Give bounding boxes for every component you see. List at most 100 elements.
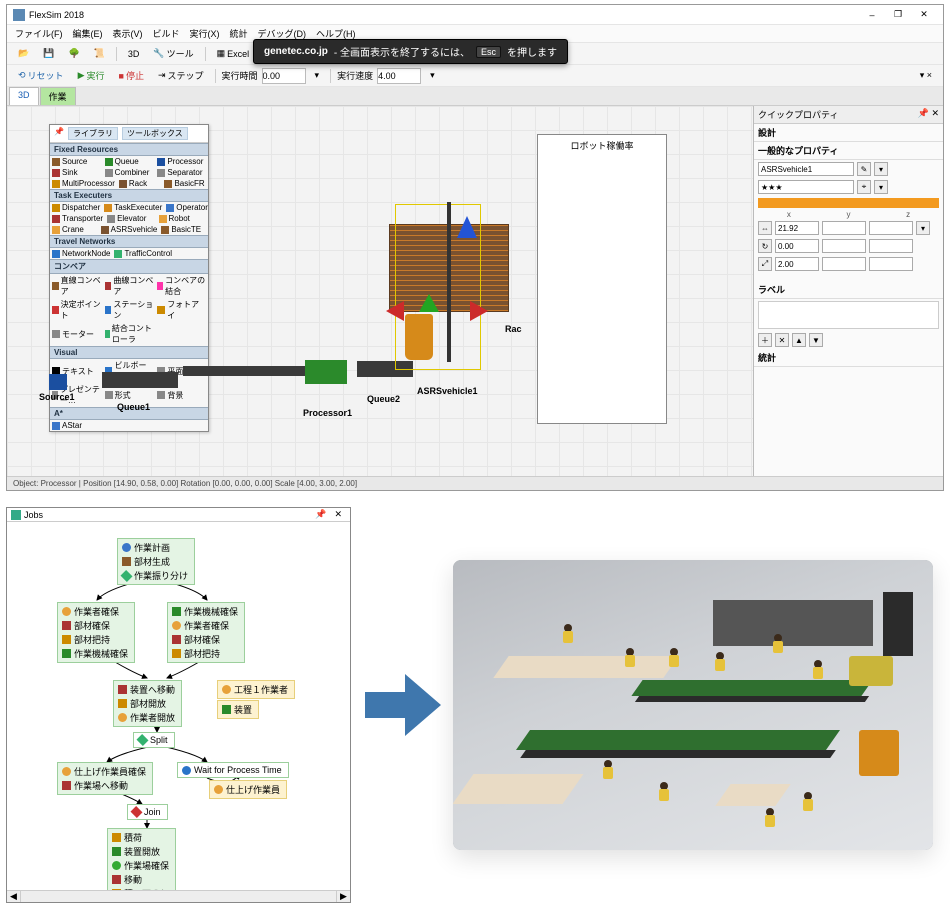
toolbox-item[interactable]: BasicTE — [159, 224, 208, 235]
node-worker-branch[interactable]: 作業者確保 部材確保 部材把持 作業機械確保 — [57, 602, 135, 663]
node-operator1[interactable]: 工程１作業者 — [217, 680, 295, 699]
conveyor1-object[interactable] — [183, 366, 313, 376]
source1-object[interactable] — [49, 374, 67, 390]
toolbox-item[interactable]: TaskExecuter — [102, 202, 164, 213]
rot-x-input[interactable] — [775, 239, 819, 253]
pos-y-input[interactable] — [822, 221, 866, 235]
props-labels-list[interactable] — [758, 301, 939, 329]
node-finish-worker[interactable]: 仕上げ作業員 — [209, 780, 287, 799]
pos-z-input[interactable] — [869, 221, 913, 235]
labels-add-icon[interactable]: ＋ — [758, 333, 772, 347]
toolbox-pin-icon[interactable]: 📌 — [54, 127, 64, 140]
labels-up-icon[interactable]: ▲ — [792, 333, 806, 347]
toolbox-section-header[interactable]: Visual — [50, 346, 208, 359]
minimize-button[interactable]: – — [859, 6, 885, 24]
menu-view[interactable]: 表示(V) — [113, 27, 143, 40]
labels-down-icon[interactable]: ▼ — [809, 333, 823, 347]
step-button[interactable]: ⇥ ステップ — [153, 67, 209, 84]
props-pin-icon[interactable]: ▾ × — [915, 68, 937, 83]
menu-edit[interactable]: 編集(E) — [73, 27, 103, 40]
script-icon[interactable]: 📜 — [89, 46, 110, 61]
scale-y-input[interactable] — [822, 257, 866, 271]
toolbox-item[interactable]: Processor — [155, 156, 208, 167]
menu-file[interactable]: ファイル(F) — [15, 27, 63, 40]
node-split[interactable]: Split — [133, 732, 175, 748]
reset-button[interactable]: ⟲ リセット — [13, 67, 69, 84]
toolbox-item[interactable]: Dispatcher — [50, 202, 102, 213]
props-pin-icon[interactable]: 📌 — [918, 108, 929, 118]
pos-more-icon[interactable]: ▾ — [916, 221, 930, 235]
props-close-icon[interactable]: ✕ — [931, 108, 939, 118]
toolbox-item[interactable]: MultiProcessor — [50, 178, 117, 189]
queue1-object[interactable] — [102, 372, 178, 388]
jobs-close-icon[interactable]: ✕ — [330, 509, 346, 520]
toolbox-item[interactable]: Combiner — [103, 167, 156, 178]
props-edit-icon[interactable]: ✎ — [857, 162, 871, 176]
speed-caret-icon[interactable]: ▾ — [425, 68, 440, 83]
node-plan[interactable]: 作業計画 部材生成 作業振り分け — [117, 538, 195, 585]
processor1-object[interactable] — [305, 360, 347, 384]
scroll-right-icon[interactable]: ▶ — [336, 891, 350, 902]
toolbox-item[interactable]: Queue — [103, 156, 156, 167]
view-3d-button[interactable]: 3D — [123, 47, 145, 61]
speed-input[interactable] — [377, 68, 421, 84]
labels-del-icon[interactable]: ✕ — [775, 333, 789, 347]
tree-icon[interactable]: 🌳 — [63, 46, 84, 61]
menu-run[interactable]: 実行(X) — [190, 27, 220, 40]
toolbox-item[interactable]: 決定ポイント — [50, 298, 103, 322]
toolbox-item[interactable]: Separator — [155, 167, 208, 178]
rot-z-input[interactable] — [869, 239, 913, 253]
menu-stats[interactable]: 統計 — [230, 27, 248, 40]
node-wait[interactable]: Wait for Process Time — [177, 762, 289, 778]
props-more-icon[interactable]: ▾ — [874, 162, 888, 176]
node-equipment[interactable]: 装置 — [217, 700, 259, 719]
jobs-pin-icon[interactable]: 📌 — [311, 509, 330, 520]
tab-3d[interactable]: 3D — [9, 87, 39, 105]
tab-work[interactable]: 作業 — [40, 87, 76, 105]
toolbox-section-header[interactable]: コンベア — [50, 259, 208, 274]
rot-y-input[interactable] — [822, 239, 866, 253]
node-finish-branch[interactable]: 仕上げ作業員確保 作業場へ移動 — [57, 762, 153, 795]
node-join[interactable]: Join — [127, 804, 168, 820]
toolbox-item[interactable]: BasicFR — [162, 178, 208, 189]
scale-z-input[interactable] — [869, 257, 913, 271]
runtime-input[interactable] — [262, 68, 306, 84]
toolbox-item[interactable]: NetworkNode — [50, 248, 112, 259]
runtime-caret-icon[interactable]: ▾ — [310, 68, 325, 83]
pos-x-input[interactable] — [775, 221, 819, 235]
props-more2-icon[interactable]: ▾ — [874, 180, 888, 194]
toolbox-item[interactable]: Source — [50, 156, 103, 167]
tools-button[interactable]: 🔧 ツール — [148, 45, 198, 62]
toolbox-section-header[interactable]: Travel Networks — [50, 235, 208, 248]
run-button[interactable]: ▶ 実行 — [73, 67, 110, 84]
node-machine-branch[interactable]: 作業機械確保 作業者確保 部材確保 部材把持 — [167, 602, 245, 663]
toolbox-item[interactable]: ステーション — [103, 298, 156, 322]
toolbox-item[interactable]: Transporter — [50, 213, 105, 224]
toolbox-item[interactable]: ASRSvehicle — [99, 224, 160, 235]
open-icon[interactable]: 📂 — [13, 46, 34, 61]
menu-build[interactable]: ビルド — [153, 27, 180, 40]
props-name-input[interactable] — [758, 162, 854, 176]
toolbox-item[interactable]: Elevator — [105, 213, 156, 224]
maximize-button[interactable]: ❐ — [885, 6, 911, 24]
dashboard-panel[interactable]: ロボット稼働率 — [537, 134, 667, 424]
toolbox-section-header[interactable]: Fixed Resources — [50, 143, 208, 156]
toolbox-item[interactable]: フォトアイ — [155, 298, 208, 322]
toolbox-item[interactable]: Robot — [157, 213, 208, 224]
jobs-canvas[interactable]: 作業計画 部材生成 作業振り分け 作業者確保 部材確保 部材把持 作業機械確保 … — [7, 522, 350, 902]
toolbox-item[interactable]: コンベアの結合 — [155, 274, 208, 298]
props-stars-input[interactable] — [758, 180, 854, 194]
toolbox-item[interactable]: 結合コントローラ — [103, 322, 156, 346]
toolbox-item[interactable]: AStar — [50, 420, 103, 431]
props-color-swatch[interactable] — [758, 198, 939, 208]
toolbox-item[interactable]: Sink — [50, 167, 103, 178]
toolbox-section-header[interactable]: Task Executers — [50, 189, 208, 202]
viewport-3d[interactable]: 📌 ライブラリ ツールボックス Fixed ResourcesSourceQue… — [7, 106, 753, 476]
toolbox-item[interactable]: Crane — [50, 224, 99, 235]
toolbox-item[interactable]: Rack — [117, 178, 163, 189]
toolbox-item[interactable]: Operator — [164, 202, 210, 213]
close-button[interactable]: ✕ — [911, 6, 937, 24]
toolbox-item[interactable]: 曲線コンベア — [103, 274, 156, 298]
scale-x-input[interactable] — [775, 257, 819, 271]
toolbox-tab-library[interactable]: ライブラリ — [68, 127, 118, 140]
